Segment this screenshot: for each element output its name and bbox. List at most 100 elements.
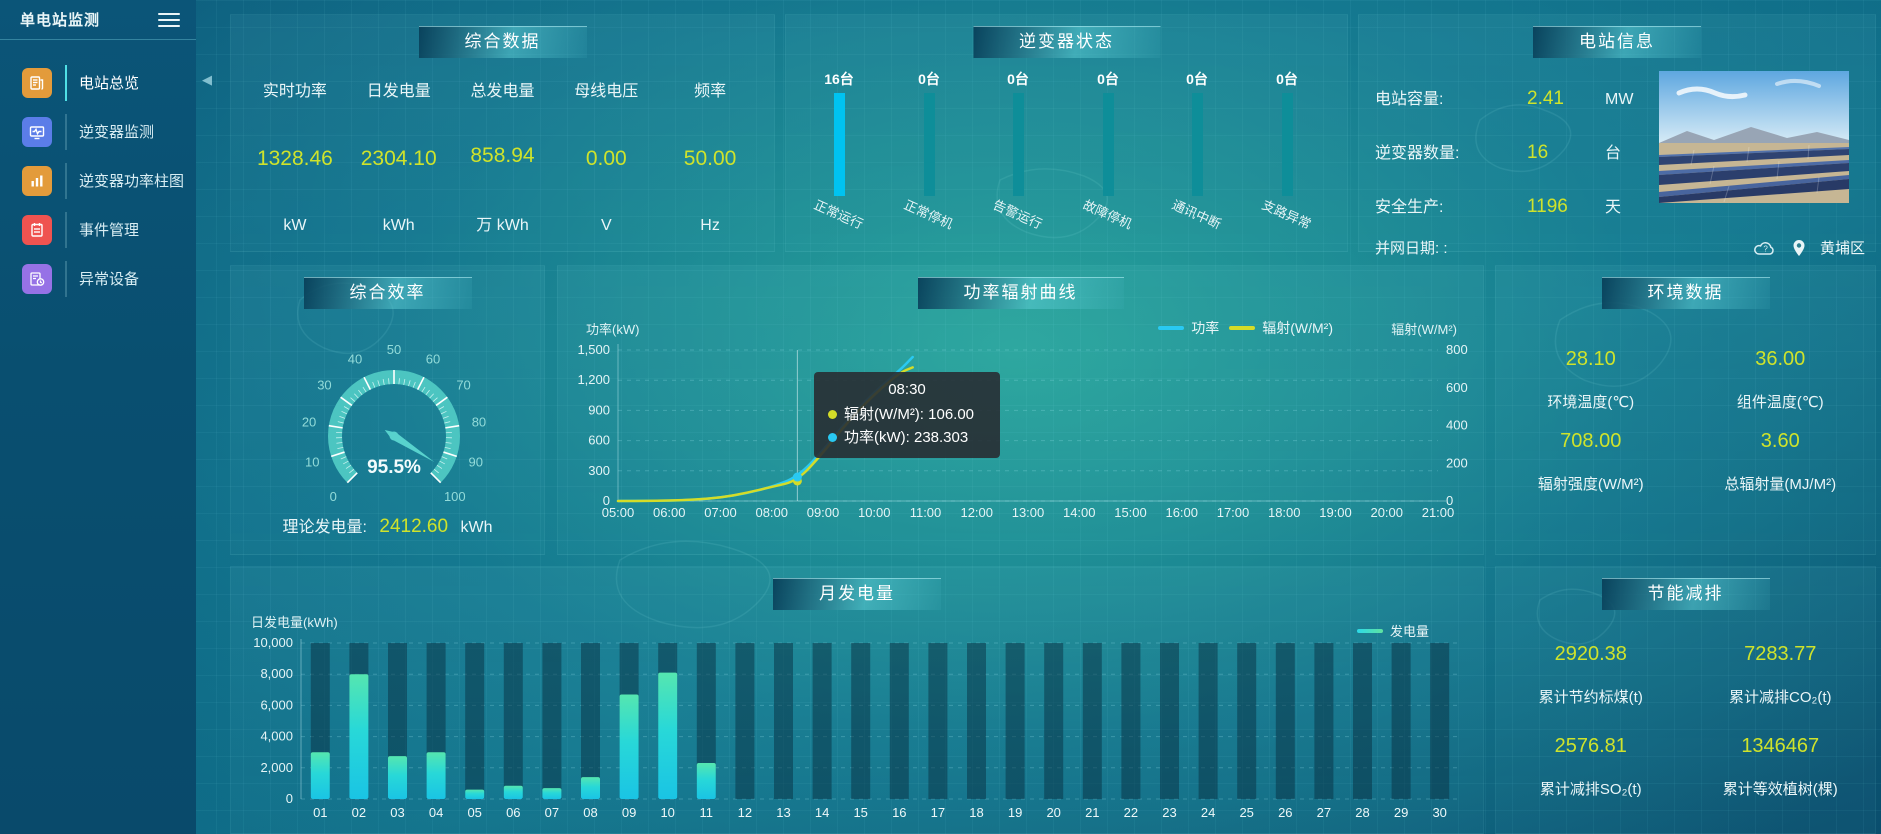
sidebar-item-异常设备[interactable]: 异常设备 [0,254,196,303]
event-manage-icon [22,214,52,245]
metric-label: 辐射强度(W/M²) [1537,476,1644,493]
svg-text:14: 14 [815,805,829,820]
metric-label: 母线电压 [574,83,639,100]
info-unit: MW [1605,91,1634,108]
bar-label: 告警运行 [990,196,1045,232]
sidebar-item-逆变器监测[interactable]: 逆变器监测 [0,107,196,156]
metric-label: 累计节约标煤(t) [1538,689,1643,706]
metric-label: 总辐射量(MJ/M²) [1724,476,1837,493]
svg-text:15:00: 15:00 [1114,505,1147,520]
svg-text:100: 100 [444,489,466,504]
sidebar: 单电站监测 电站总览 逆变器监测 逆变器功率柱图 事件管理 异常设备 [0,0,196,834]
info-value: 1196 [1527,196,1568,217]
inverter-bar-故障停机: 0台 故障停机 [1063,69,1153,232]
metric-cell: 1346467 累计等效植树(棵) [1686,735,1876,799]
panel-monthly-generation: 月发电量 发电量 日发电量(kWh) 10,000 8,000 6,000 4,000 2… [230,566,1484,834]
svg-text:06: 06 [506,805,520,820]
svg-text:03: 03 [390,805,404,820]
info-value: 16 [1527,142,1549,163]
summary-metrics: 实时功率 1328.46 kW 日发电量 2304.10 kWh 总发电量 858.94 万 k… [243,77,762,235]
svg-text:24: 24 [1201,805,1215,820]
metric-label: 累计减排CO₂(t) [1729,689,1832,706]
panel-station-info-title: 电站信息 [1533,26,1701,58]
status-bar [1191,93,1203,196]
svg-text:0: 0 [330,489,337,504]
weather-icon[interactable]: ? [1752,239,1778,257]
svg-text:600: 600 [588,433,610,448]
svg-text:10,000: 10,000 [253,635,293,650]
bar-count: 0台 [1276,71,1298,87]
power-curve-legend: 功率 辐射(W/M²) [1158,318,1333,338]
metric-unit: kWh [382,217,415,234]
status-bar [1102,93,1114,196]
bar-label: 通讯中断 [1169,196,1224,232]
svg-text:27: 27 [1317,805,1331,820]
svg-text:?: ? [1763,244,1768,253]
sidebar-item-逆变器功率柱图[interactable]: 逆变器功率柱图 [0,156,196,205]
svg-text:23: 23 [1162,805,1176,820]
menu-divider [65,211,67,248]
info-value: 2.41 [1527,88,1564,109]
theory-label: 理论发电量: [282,519,367,536]
svg-text:19: 19 [1008,805,1022,820]
metric-value: 1328.46 [256,147,333,170]
svg-text:05: 05 [467,805,481,820]
inverter-bar-支路异常: 0台 支路异常 [1242,69,1332,232]
inverter-bar-通讯中断: 0台 通讯中断 [1152,69,1242,232]
svg-text:300: 300 [588,463,610,478]
svg-text:18:00: 18:00 [1268,505,1301,520]
menu-toggle-icon[interactable] [158,9,180,31]
status-bar [1012,93,1024,196]
station-info-row: 逆变器数量: 16 台 [1375,139,1621,164]
svg-text:21:00: 21:00 [1422,505,1455,520]
summary-metric: 实时功率 1328.46 kW [243,77,347,235]
metric-cell: 2576.81 累计减排SO₂(t) [1496,735,1686,799]
svg-text:09: 09 [622,805,636,820]
svg-text:4,000: 4,000 [260,729,293,744]
monthly-generation-chart[interactable]: 日发电量(kWh) 10,000 8,000 6,000 4,000 2,000 0 01 02… [231,567,1485,834]
svg-text:辐射(W/M²): 辐射(W/M²) [1391,322,1457,337]
legend-item-功率[interactable]: 功率 [1158,318,1219,338]
metric-cell: 7283.77 累计减排CO₂(t) [1686,643,1876,707]
legend-swatch [1229,326,1256,330]
legend-label: 功率 [1191,320,1220,336]
abnormal-device-icon [22,263,52,294]
generation-legend-swatch [1356,628,1383,633]
svg-text:02: 02 [352,805,366,820]
metric-label: 环境温度(℃) [1547,394,1635,411]
svg-text:14:00: 14:00 [1063,505,1096,520]
metric-cell: 708.00 辐射强度(W/M²) [1496,430,1686,494]
menu-divider [65,162,67,199]
status-bar [833,93,845,196]
metric-cell: 28.10 环境温度(℃) [1496,348,1686,412]
sidebar-collapse-arrow[interactable]: ◀ [202,72,212,87]
info-label: 电站容量: [1375,91,1444,108]
svg-text:25: 25 [1239,805,1253,820]
panel-power-curve-title: 功率辐射曲线 [917,277,1124,309]
theory-unit: kWh [460,519,493,536]
panel-power-curve: 功率辐射曲线 功率 辐射(W/M²) 功率(kW) 辐射(W/M²) 1,500 1,2… [557,265,1484,555]
location-pin-icon[interactable] [1792,239,1806,257]
metric-value: 28.10 [1565,348,1616,370]
svg-text:06:00: 06:00 [653,505,686,520]
metric-cell: 36.00 组件温度(℃) [1686,348,1876,412]
sidebar-item-电站总览[interactable]: 电站总览 [0,58,196,107]
efficiency-gauge[interactable]: 0 10 20 30 40 50 60 70 80 90 100 95.5% [231,266,546,556]
sidebar-item-事件管理[interactable]: 事件管理 [0,205,196,254]
svg-text:22: 22 [1124,805,1138,820]
svg-text:04: 04 [429,805,443,820]
monthly-legend[interactable]: 发电量 [1356,621,1429,640]
svg-text:07:00: 07:00 [704,505,737,520]
power-curve-chart[interactable]: 功率(kW) 辐射(W/M²) 1,500 1,200 900 600 300 0 800 600… [558,266,1485,556]
svg-text:8,000: 8,000 [260,666,293,681]
svg-text:07: 07 [545,805,559,820]
svg-text:20:00: 20:00 [1370,505,1403,520]
metric-value: 50.00 [683,147,737,170]
legend-item-辐射(W/M²)[interactable]: 辐射(W/M²) [1229,318,1333,338]
svg-text:13: 13 [776,805,790,820]
bar-label: 故障停机 [1080,196,1135,232]
panel-environment-title: 环境数据 [1601,277,1770,309]
svg-text:600: 600 [1446,380,1468,395]
svg-text:50: 50 [387,342,401,357]
